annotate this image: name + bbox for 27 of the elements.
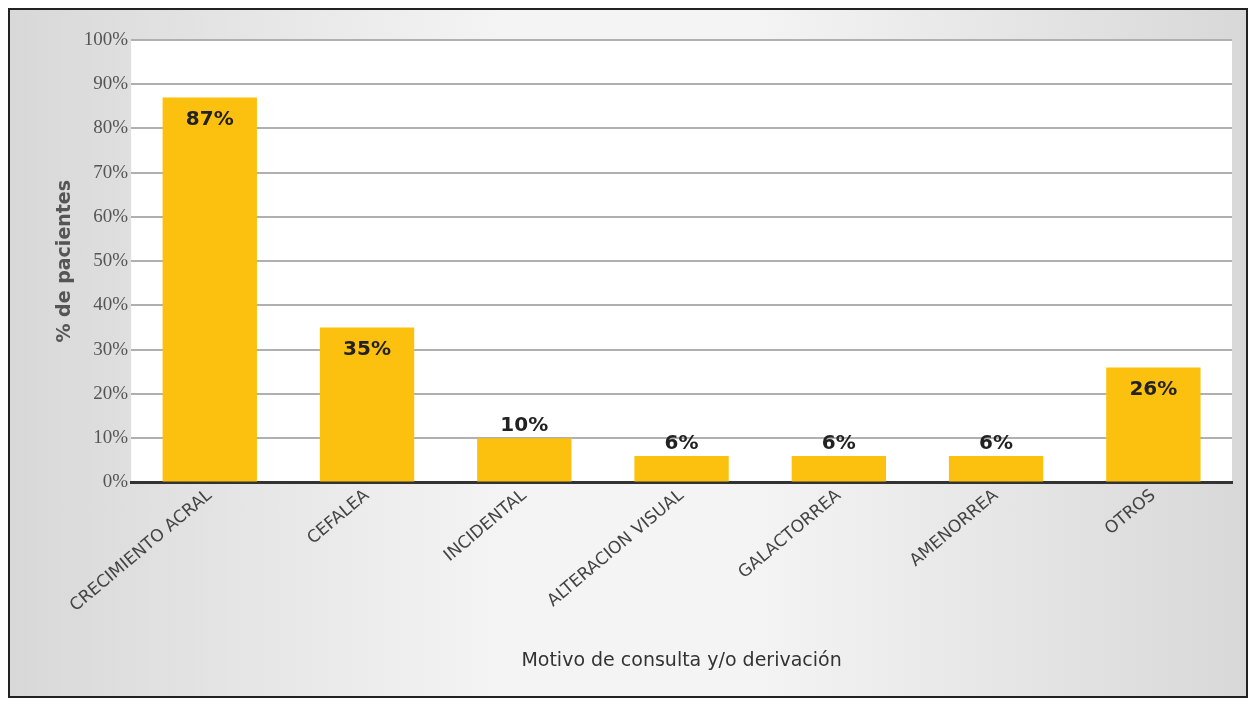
bar [634,455,729,482]
y-tick-label: 100% [83,27,129,49]
data-label: 87% [185,105,234,130]
y-tick-label: 0% [102,470,129,492]
y-tick-label: 10% [93,426,129,448]
x-axis-title: Motivo de consulta y/o derivación [521,647,842,670]
y-tick-label: 50% [93,249,129,271]
data-label: 10% [500,412,549,437]
bar [1106,367,1201,482]
bar [162,97,257,482]
y-tick-label: 90% [93,72,129,94]
y-tick-label: 80% [93,116,129,138]
data-label: 6% [664,430,699,455]
data-label: 35% [343,335,391,360]
bar [791,455,887,482]
data-label: 6% [979,430,1014,455]
bar [948,455,1044,482]
y-tick-label: 20% [93,381,129,403]
y-tick-label: 60% [93,204,129,226]
y-tick-label: 70% [93,160,129,182]
y-axis-title: % de pacientes [52,179,75,343]
data-label: 6% [821,430,856,455]
bar [319,327,415,482]
y-tick-label: 30% [93,337,129,359]
data-label: 26% [1129,375,1178,400]
bar [477,438,572,482]
y-tick-label: 40% [93,293,129,315]
